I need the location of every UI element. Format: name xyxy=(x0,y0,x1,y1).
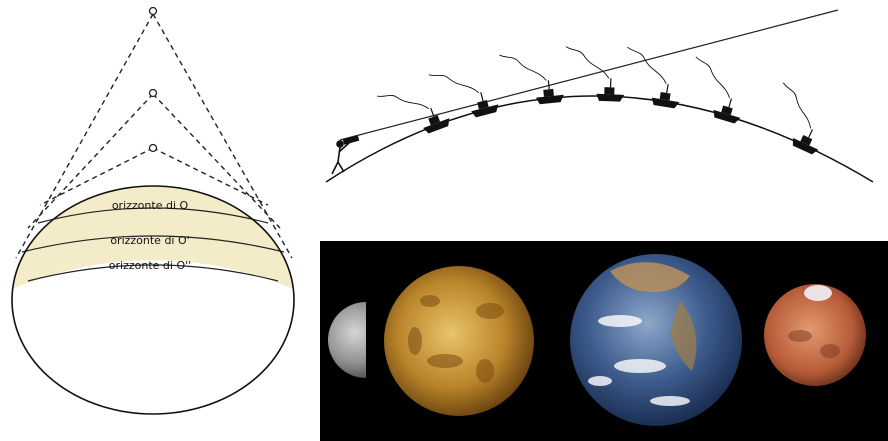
ship xyxy=(681,57,754,125)
horizon-diagram: orizzonte di O orizzonte di O' orizzonte… xyxy=(0,0,310,441)
line-of-sight xyxy=(340,10,838,140)
ship xyxy=(564,47,626,102)
planets-svg xyxy=(320,241,888,441)
ship-svg xyxy=(318,0,888,190)
planets-image xyxy=(320,241,888,441)
ships-group xyxy=(377,47,838,156)
ship xyxy=(500,49,565,108)
earth-surface-arc xyxy=(326,96,873,182)
observer-point-o1 xyxy=(150,90,157,97)
observer-point-o2 xyxy=(150,8,157,15)
ship xyxy=(761,83,838,156)
venus-planet xyxy=(384,266,534,416)
horizon-svg: orizzonte di O orizzonte di O' orizzonte… xyxy=(0,0,310,441)
earth-planet xyxy=(570,254,742,426)
ship xyxy=(619,47,687,109)
ship xyxy=(377,75,452,146)
horizon-label-o: orizzonte di O xyxy=(112,199,189,212)
ship-curvature-diagram xyxy=(318,0,888,190)
observer-point-o xyxy=(150,145,157,152)
horizon-label-o1: orizzonte di O' xyxy=(110,234,189,247)
observer-figure xyxy=(332,136,358,174)
mars-planet xyxy=(764,284,866,386)
horizon-label-o2: orizzonte di O'' xyxy=(109,259,191,272)
